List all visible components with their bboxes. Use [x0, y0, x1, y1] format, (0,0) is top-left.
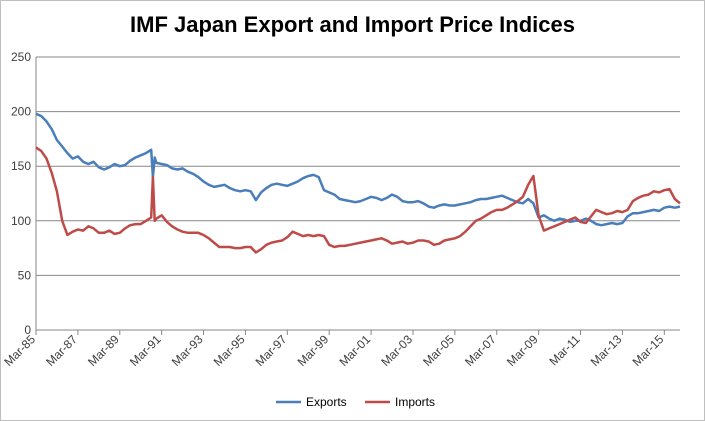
series-line-exports	[35, 112, 681, 227]
x-tick-label: Mar-07	[462, 332, 499, 369]
series-lines	[35, 112, 681, 254]
y-axis-tick-labels: 0 50 100 150 200 250	[11, 50, 31, 337]
y-tick-label: 100	[11, 214, 31, 228]
x-tick-label: Mar-95	[211, 332, 248, 369]
y-tick-label: 0	[24, 323, 31, 337]
x-tick-label: Mar-11	[546, 332, 582, 368]
x-tick-label: Mar-05	[420, 332, 457, 369]
x-tick-label: Mar-15	[630, 332, 667, 369]
series-line-imports	[35, 146, 681, 254]
x-tick-label: Mar-09	[504, 332, 541, 369]
y-tick-label: 200	[11, 105, 31, 119]
x-tick-label: Mar-91	[127, 332, 164, 369]
y-tick-label: 150	[11, 159, 31, 173]
chart-title: IMF Japan Export and Import Price Indice…	[130, 12, 575, 37]
y-tick-label: 50	[18, 268, 32, 282]
x-tick-label: Mar-93	[169, 332, 206, 369]
x-axis-tick-labels: Mar-85 Mar-87 Mar-89 Mar-91 Mar-93 Mar-95 Mar-…	[1, 332, 666, 369]
x-tick-label: Mar-97	[253, 332, 290, 369]
legend-label-exports: Exports	[306, 395, 347, 409]
x-tick-label: Mar-99	[295, 332, 332, 369]
x-tick-label: Mar-89	[85, 332, 122, 369]
x-tick-label: Mar-85	[1, 332, 38, 369]
x-tick-label: Mar-13	[588, 332, 625, 369]
x-tick-label: Mar-03	[378, 332, 415, 369]
legend: Exports Imports	[276, 395, 435, 409]
x-tick-label: Mar-87	[43, 332, 80, 369]
x-tick-label: Mar-01	[336, 332, 373, 369]
axes	[35, 57, 680, 335]
y-tick-label: 250	[11, 50, 31, 64]
legend-label-imports: Imports	[395, 395, 435, 409]
